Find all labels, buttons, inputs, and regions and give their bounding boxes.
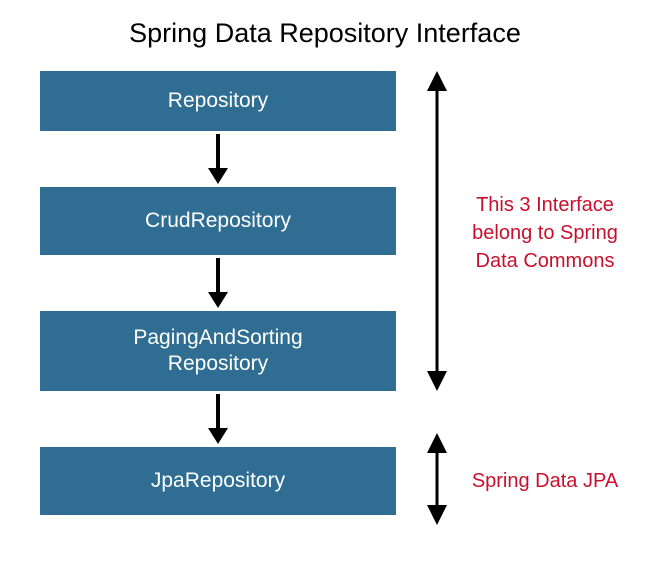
box-jparepository: JpaRepository [40,447,396,515]
annotation-jpa: Spring Data JPA [460,467,630,495]
box-repository: Repository [40,71,396,131]
diagram-content: Repository CrudRepository PagingAndSorti… [0,71,650,581]
bracket-commons [422,71,452,391]
bracket-jpa [422,433,452,525]
arrow-1 [40,131,396,187]
annotation-commons: This 3 Interfacebelong to SpringData Com… [460,191,630,275]
diagram-title: Spring Data Repository Interface [0,0,650,49]
boxes-column: Repository CrudRepository PagingAndSorti… [40,71,396,515]
box-crudrepository: CrudRepository [40,187,396,255]
box-pagingsorting: PagingAndSortingRepository [40,311,396,391]
arrow-2 [40,255,396,311]
arrow-3 [40,391,396,447]
